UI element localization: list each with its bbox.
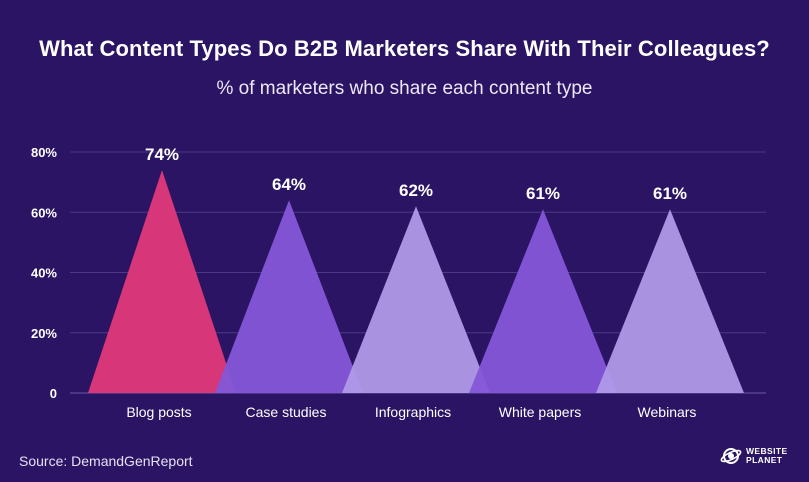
triangle-bar xyxy=(596,209,744,393)
x-tick-label: Blog posts xyxy=(126,404,191,420)
logo-text-line2: PLANET xyxy=(746,455,783,465)
x-tick-label: Webinars xyxy=(638,404,697,420)
website-planet-logo: WEBSITE PLANET xyxy=(720,442,800,470)
y-tick-label: 80% xyxy=(31,145,57,160)
y-tick-label: 0 xyxy=(50,386,57,401)
triangle-bar xyxy=(469,209,617,393)
data-label: 64% xyxy=(272,175,306,194)
source-note: Source: DemandGenReport xyxy=(19,453,193,469)
triangle-bar xyxy=(342,206,490,393)
data-label: 62% xyxy=(399,181,433,200)
x-tick-label: Case studies xyxy=(246,404,327,420)
data-label: 61% xyxy=(653,184,687,203)
triangle-bar xyxy=(215,200,363,393)
data-label: 61% xyxy=(526,184,560,203)
chart-subtitle: % of marketers who share each content ty… xyxy=(216,78,593,99)
chart-title: What Content Types Do B2B Marketers Shar… xyxy=(39,36,770,61)
planet-icon xyxy=(720,448,742,464)
logo-text-line1: WEBSITE xyxy=(746,446,788,456)
y-tick-label: 40% xyxy=(31,266,57,281)
x-tick-label: White papers xyxy=(499,404,581,420)
x-tick-label: Infographics xyxy=(375,404,451,420)
triangle-bar xyxy=(88,170,236,393)
y-tick-label: 60% xyxy=(31,205,57,220)
data-label: 74% xyxy=(145,145,179,164)
y-tick-label: 20% xyxy=(31,326,57,341)
